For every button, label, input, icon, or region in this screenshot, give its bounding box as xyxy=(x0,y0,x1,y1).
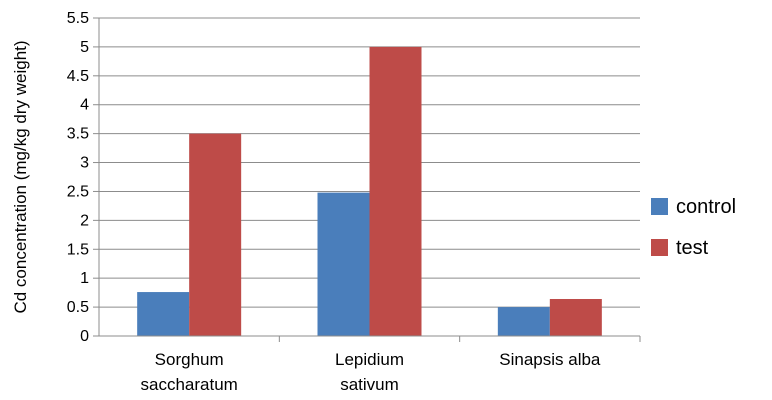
y-tick-label: 1.5 xyxy=(67,241,89,258)
y-tick-label: 0.5 xyxy=(67,299,89,316)
x-category-label: sativum xyxy=(340,375,399,394)
bar-control xyxy=(497,307,550,336)
y-axis-ticks: 0 0.5 1 1.5 2 2.5 3 3.5 4 4.5 5 5.5 xyxy=(67,10,89,345)
y-tick-label: 5.5 xyxy=(67,10,89,27)
legend-swatch-control xyxy=(651,198,668,215)
y-tick-label: 5 xyxy=(80,39,89,56)
x-axis-categories: Sorghum saccharatum Lepidium sativum Sinapsi… xyxy=(141,350,601,394)
legend: control test xyxy=(651,196,736,259)
y-tick-label: 1 xyxy=(80,270,89,287)
x-category-label: Sinapsis alba xyxy=(499,350,601,369)
y-tick-label: 2 xyxy=(80,212,89,229)
bars xyxy=(137,46,602,337)
x-category-label: Sorghum xyxy=(155,350,224,369)
bar-test xyxy=(549,298,602,336)
legend-swatch-test xyxy=(651,239,668,256)
x-category-label: Lepidium xyxy=(335,350,404,369)
y-tick-label: 0 xyxy=(80,328,89,345)
axes xyxy=(98,18,641,342)
bar-test xyxy=(369,46,422,337)
y-tick-label: 2.5 xyxy=(67,183,89,200)
y-axis-label: Cd concentration (mg/kg dry weight) xyxy=(11,40,30,313)
legend-label-test: test xyxy=(676,237,709,259)
y-tick-label: 4.5 xyxy=(67,68,89,85)
legend-label-control: control xyxy=(676,196,736,218)
bar-control xyxy=(317,192,370,336)
bar-control xyxy=(137,292,190,336)
y-tick-label: 3 xyxy=(80,155,89,172)
x-category-label: saccharatum xyxy=(141,375,238,394)
bar-test xyxy=(189,133,242,336)
y-tick-label: 4 xyxy=(80,97,89,114)
y-tick-label: 3.5 xyxy=(67,126,89,143)
